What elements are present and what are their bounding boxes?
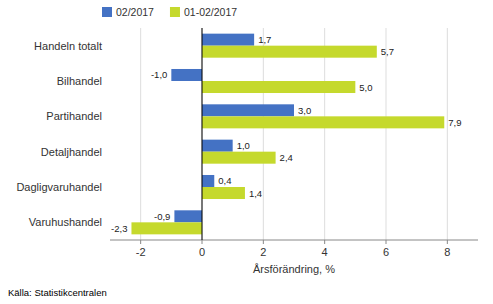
data-label: 1,4 — [249, 188, 262, 199]
bar — [174, 210, 202, 222]
grid — [141, 28, 448, 240]
data-label: 1,7 — [258, 34, 271, 45]
grid-line — [324, 28, 325, 240]
data-label: 1,0 — [237, 140, 250, 151]
bars — [131, 34, 444, 235]
tick-mark — [447, 240, 448, 244]
bar — [202, 34, 254, 46]
tick-label: -2 — [136, 246, 146, 258]
x-axis-label: Årsförändring, % — [253, 263, 335, 275]
bar — [202, 175, 214, 187]
grid-line — [447, 28, 448, 240]
tick-label: 8 — [444, 246, 450, 258]
bar — [202, 46, 377, 58]
data-labels: -0,9 0,4 1,0 3,0 -1,0 1,7 -2,3 1,4 2,4 7,9 5,0 5,7 — [111, 34, 461, 234]
data-label: 3,0 — [298, 105, 311, 116]
x-axis-line — [110, 240, 478, 241]
bar — [202, 140, 233, 152]
tick-mark — [202, 240, 203, 244]
category-label: Bilhandel — [57, 75, 102, 87]
bar — [202, 104, 294, 116]
bar — [202, 152, 276, 164]
x-ticks: -2 0 2 4 6 8 — [136, 240, 451, 258]
category-label: Varuhushandel — [29, 216, 102, 228]
tick-mark — [386, 240, 387, 244]
legend-label: 02/2017 — [116, 6, 154, 18]
category-label: Partihandel — [46, 110, 102, 122]
grid-line — [202, 28, 203, 240]
tick-label: 2 — [260, 246, 266, 258]
bar — [202, 187, 245, 199]
category-label: Detaljhandel — [41, 146, 102, 158]
legend-item: 02/2017 — [102, 6, 154, 18]
bar — [131, 222, 202, 234]
tick-mark — [324, 240, 325, 244]
tick-mark — [140, 240, 141, 244]
data-label: 0,4 — [218, 175, 231, 186]
tick-label: 0 — [199, 246, 205, 258]
tick-mark — [263, 240, 264, 244]
data-label: 5,0 — [359, 82, 372, 93]
grid-line — [386, 28, 387, 240]
legend-swatch — [102, 7, 112, 17]
category-label: Handeln totalt — [34, 40, 102, 52]
category-label: Dagligvaruhandel — [16, 181, 102, 193]
data-label: 7,9 — [448, 117, 461, 128]
data-label: -2,3 — [111, 223, 127, 234]
zero-line — [202, 28, 203, 240]
bar — [202, 116, 444, 128]
legend-label: 01-02/2017 — [184, 6, 237, 18]
data-label: 2,4 — [280, 152, 293, 163]
bar — [171, 69, 202, 81]
legend-swatch — [170, 7, 180, 17]
legend-item: 01-02/2017 — [170, 6, 237, 18]
annotation: Källa: Statistikcentralen — [8, 287, 107, 298]
data-label: -0,9 — [154, 211, 170, 222]
data-label: -1,0 — [151, 69, 167, 80]
bar — [202, 81, 355, 93]
chart: -2 0 2 4 6 8 Årsförändring, % Varuhushandel Dagl… — [0, 0, 493, 304]
category-labels: Varuhushandel Dagligvaruhandel Detaljhande… — [16, 40, 102, 229]
data-label: 5,7 — [381, 46, 394, 57]
tick-label: 6 — [383, 246, 389, 258]
tick-label: 4 — [322, 246, 328, 258]
grid-line — [263, 28, 264, 240]
legend: 02/2017 01-02/2017 — [102, 6, 237, 18]
grid-line — [140, 28, 141, 240]
